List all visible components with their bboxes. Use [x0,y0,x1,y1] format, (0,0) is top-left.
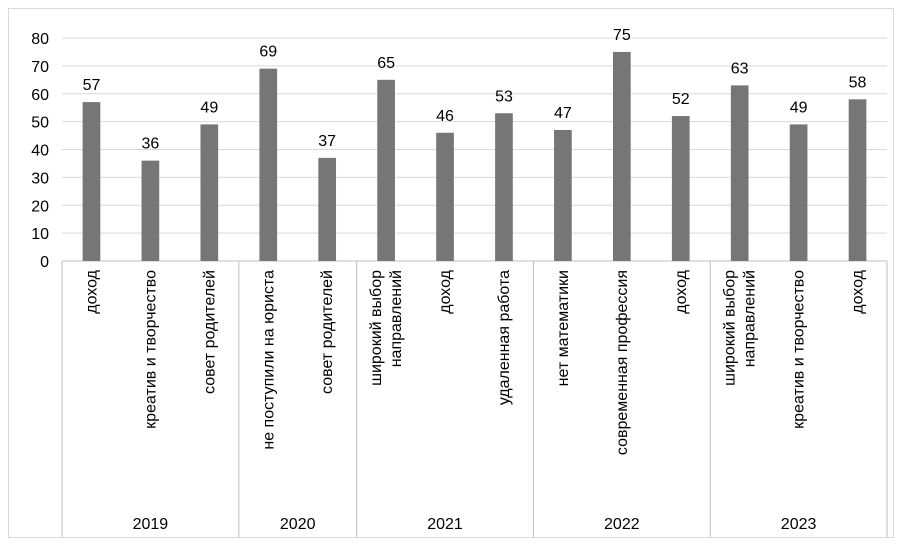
data-label: 57 [83,77,101,94]
group-label: 2020 [280,516,316,533]
y-tick-label: 60 [31,87,49,104]
x-tick-label: широкий выбор направлений [722,270,759,386]
bar [141,160,160,261]
data-label: 49 [200,99,218,116]
x-tick-label: современная профессия [614,270,631,455]
x-tick-label: совет родителей [201,270,218,394]
data-label: 47 [554,105,572,122]
bar [730,85,749,261]
y-tick-label: 50 [31,115,49,132]
x-tick-label: доход [83,269,100,313]
data-label: 52 [672,91,690,108]
x-tick-label: не поступили на юриста [260,270,277,450]
bar [612,51,631,261]
group-label: 2019 [133,516,169,533]
bar [82,102,101,261]
data-label: 63 [731,60,749,77]
x-tick-label: доход [850,269,867,313]
data-label: 65 [377,55,395,72]
data-label: 37 [318,133,336,150]
bar [259,68,278,261]
bar [495,113,513,261]
bar [848,99,867,261]
data-label: 46 [436,108,454,125]
y-tick-label: 80 [31,31,49,48]
group-label: 2023 [781,516,817,533]
x-tick-label: широкий выбор направлений [368,270,405,386]
bar [554,129,572,261]
y-tick-label: 10 [31,226,49,243]
data-label: 53 [495,88,513,105]
x-tick-label: нет математики [555,270,572,386]
data-label: 75 [613,27,631,44]
bar [200,124,219,261]
bar [377,79,395,261]
data-label: 69 [259,44,277,61]
x-tick-label: доход [673,269,690,313]
x-tick-label: креатив и творчество [791,270,808,429]
data-label: 49 [790,99,808,116]
y-tick-label: 30 [31,170,49,187]
x-tick-label: совет родителей [319,270,336,394]
group-label: 2022 [604,516,640,533]
bar [671,116,690,261]
x-tick-label: удаленная работа [496,270,513,405]
group-label: 2021 [427,516,463,533]
y-tick-label: 70 [31,59,49,76]
y-tick-label: 40 [31,143,49,160]
data-label: 58 [849,74,867,91]
y-tick-label: 0 [40,254,49,271]
data-label: 36 [141,136,159,153]
x-tick-label: доход [437,269,454,313]
bar [436,132,454,261]
x-tick-label: креатив и творчество [142,270,159,429]
bar [318,157,337,261]
y-tick-label: 20 [31,198,49,215]
bar [789,124,808,261]
